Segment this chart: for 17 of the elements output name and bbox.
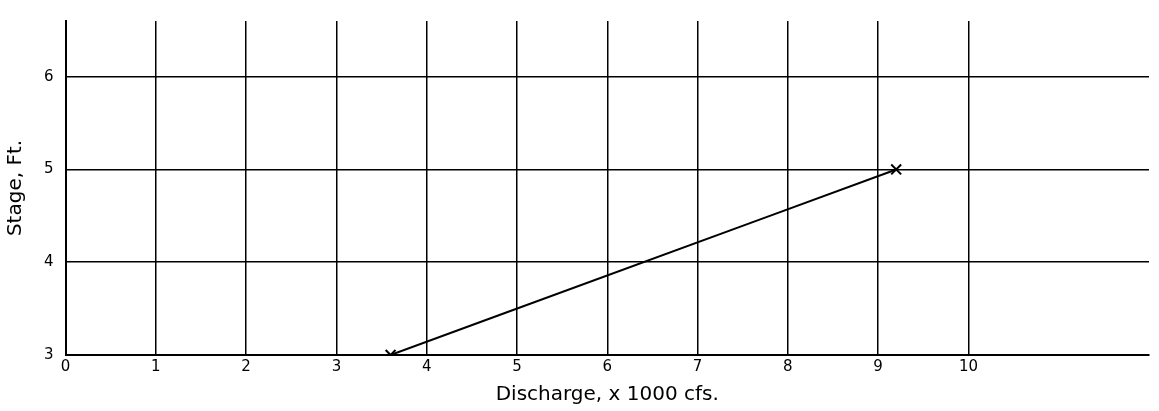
x-axis-title: Discharge, x 1000 cfs. <box>495 381 719 406</box>
x-tick-label: 4 <box>421 356 432 375</box>
y-tick-label: 6 <box>44 66 54 85</box>
x-tick-label: 8 <box>783 356 793 375</box>
y-axis-title: Stage, Ft. <box>2 139 27 237</box>
x-tick-label: 0 <box>60 356 71 375</box>
x-tick-label: 3 <box>331 356 342 375</box>
x-tick-label: 2 <box>241 356 251 375</box>
x-tick-label: 9 <box>873 356 883 375</box>
y-tick-label: 5 <box>44 159 54 178</box>
x-tick-label: 10 <box>958 356 978 375</box>
x-tick-label: 7 <box>692 356 703 375</box>
x-tick-label: 6 <box>602 356 613 375</box>
x-tick-label: 5 <box>512 356 522 375</box>
x-tick-label: 1 <box>151 356 161 375</box>
y-tick-label: 3 <box>44 344 54 363</box>
y-tick-label: 4 <box>44 252 54 271</box>
